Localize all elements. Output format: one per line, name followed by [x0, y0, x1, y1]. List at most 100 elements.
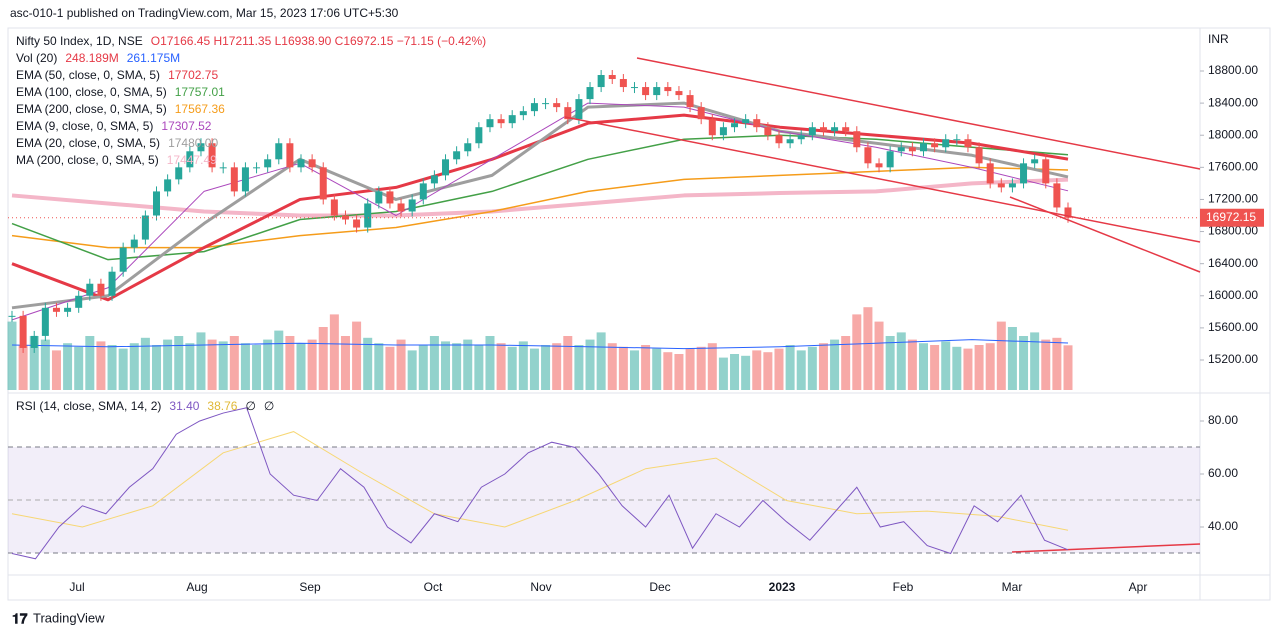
volume-bar	[374, 343, 384, 390]
volume-bar	[730, 354, 740, 390]
candle	[319, 167, 327, 200]
y-tick-label: 18000.00	[1208, 127, 1258, 141]
trendlines	[564, 57, 1201, 553]
trendline	[1009, 196, 1201, 273]
volume-bar	[329, 314, 339, 390]
volume-bar	[107, 345, 117, 390]
volume-bar	[96, 341, 106, 390]
volume-bar	[152, 345, 162, 390]
candle	[297, 159, 305, 168]
legend-value: 17307.52	[161, 119, 211, 133]
volume-bar	[485, 336, 495, 390]
volume-bar	[852, 314, 862, 390]
volume-bar	[274, 330, 284, 390]
candle	[341, 215, 349, 220]
x-tick-label: Feb	[893, 580, 914, 594]
legend-name: EMA (50, close, 0, SMA, 5)	[16, 68, 160, 82]
volume-bar	[352, 321, 362, 390]
legend-value: 17757.01	[175, 85, 225, 99]
legend-name: MA (200, close, 0, SMA, 5)	[16, 153, 159, 167]
volume-bar	[496, 343, 506, 390]
candle	[186, 151, 194, 168]
volume-bar	[29, 336, 39, 390]
legend-name: EMA (20, close, 0, SMA, 5)	[16, 136, 160, 150]
x-tick-label: Mar	[1002, 580, 1023, 594]
candle	[286, 143, 294, 168]
candle	[642, 87, 650, 96]
candle	[464, 143, 472, 152]
candle	[141, 215, 149, 240]
volume-bar	[641, 345, 651, 390]
trendline	[1011, 543, 1201, 553]
candle	[897, 147, 905, 152]
volume-bar	[774, 348, 784, 390]
ohlc: O17166.45 H17211.35 L16938.90 C16972.15 …	[151, 34, 486, 48]
candle	[419, 183, 427, 200]
x-tick-label: Jul	[69, 580, 84, 594]
y-tick-label: 16000.00	[1208, 288, 1258, 302]
candle	[919, 143, 927, 152]
volume-bar	[685, 348, 695, 390]
candle	[408, 199, 416, 212]
legend-value: 17447.49	[167, 153, 217, 167]
volume-bar	[63, 343, 73, 390]
candle	[108, 271, 116, 296]
candle	[753, 119, 761, 128]
x-tick-label: Oct	[424, 580, 443, 594]
volume-bar	[40, 339, 50, 390]
rsi-line	[11, 407, 1069, 560]
volume-bar	[429, 336, 439, 390]
candle	[30, 335, 38, 348]
candle	[1064, 207, 1072, 218]
trendline	[564, 116, 1201, 243]
candle	[986, 163, 994, 184]
volume-bar	[663, 352, 673, 390]
candle	[86, 283, 94, 296]
candle	[686, 95, 694, 108]
volume-bar	[7, 321, 17, 390]
x-tick-label: Apr	[1129, 580, 1148, 594]
logo: 𝟏𝟕	[12, 611, 28, 627]
trendline	[636, 57, 1201, 170]
volume-bar	[596, 332, 606, 390]
candle	[308, 159, 316, 168]
volume-bar	[129, 343, 139, 390]
candle	[364, 203, 372, 228]
candle	[8, 315, 16, 317]
candle	[19, 315, 27, 348]
candle	[630, 87, 638, 89]
candle	[375, 191, 383, 204]
volume-bar	[174, 336, 184, 390]
candle	[797, 135, 805, 140]
volume-bar	[563, 336, 573, 390]
volume-bar	[985, 343, 995, 390]
y-tick-label: 17200.00	[1208, 192, 1258, 206]
candle	[197, 143, 205, 152]
candle	[931, 143, 939, 148]
candle	[130, 239, 138, 248]
candle	[475, 127, 483, 144]
legend-name: Vol (20)	[16, 51, 57, 65]
volume-bar	[930, 345, 940, 390]
footer: TradingView	[33, 610, 105, 625]
candle	[675, 91, 683, 96]
last-price-box	[1200, 208, 1264, 227]
candle	[519, 111, 527, 116]
volume-bar	[574, 345, 584, 390]
candle	[64, 307, 72, 312]
volume-bar	[240, 343, 250, 390]
candle	[697, 107, 705, 120]
candle	[52, 307, 60, 312]
volume-bar	[618, 346, 628, 390]
legend-value: 38.76	[207, 399, 237, 413]
candle	[564, 107, 572, 120]
volume-bar	[874, 321, 884, 390]
volume-bar	[418, 345, 428, 390]
x-tick-label: Dec	[649, 580, 670, 594]
volume-bar	[396, 339, 406, 390]
volume-bar	[896, 332, 906, 390]
volume-bar	[1063, 345, 1073, 390]
candle	[453, 151, 461, 160]
volume-bar	[1007, 327, 1017, 390]
candle	[853, 131, 861, 148]
